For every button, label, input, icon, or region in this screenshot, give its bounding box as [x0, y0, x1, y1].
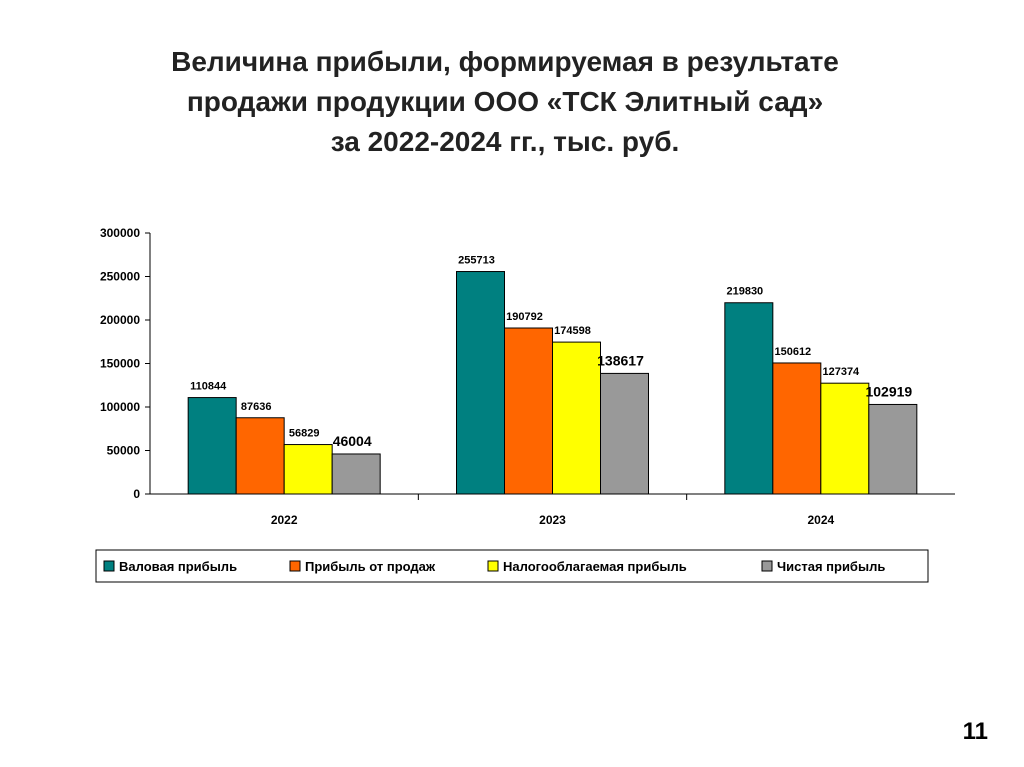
data-label: 102919: [865, 383, 912, 399]
bar: [820, 382, 870, 495]
chart-data-labels: 110844 87636 56829 46004 255713 190792 174598 1…: [190, 255, 912, 449]
bar: [283, 444, 333, 495]
data-label: 127374: [822, 366, 860, 378]
bar: [552, 341, 601, 495]
legend-label: Налогооблагаемая прибыль: [503, 559, 687, 574]
slide-title-line-2: продажи продукции ООО «ТСК Элитный сад»: [186, 86, 824, 117]
chart-bars: [187, 271, 918, 495]
y-tick-label: 100000: [100, 400, 140, 414]
legend-swatch: [103, 560, 115, 572]
bar: [772, 362, 822, 495]
legend-swatch: [761, 560, 773, 572]
bar: [600, 372, 649, 495]
data-label: 219830: [726, 286, 763, 298]
data-label: 255713: [458, 255, 495, 267]
slide-title: Величина прибыли, формируемая в результа…: [0, 42, 1010, 162]
x-tick-label: 2022: [271, 513, 298, 527]
data-label: 56829: [289, 428, 320, 440]
legend-label: Прибыль от продаж: [305, 559, 436, 574]
x-tick-label: 2024: [807, 513, 834, 527]
bar: [504, 327, 553, 495]
y-tick-label: 250000: [100, 270, 140, 284]
data-label: 110844: [190, 381, 227, 393]
y-tick-label: 300000: [100, 226, 140, 240]
data-label: 46004: [333, 433, 372, 449]
legend-swatch: [289, 560, 301, 572]
data-label: 87636: [241, 401, 272, 413]
legend-label: Чистая прибыль: [777, 559, 885, 574]
bar: [724, 302, 774, 495]
chart-legend: Валовая прибыль Прибыль от продаж Налогооб…: [95, 549, 929, 583]
data-label: 150612: [774, 346, 811, 358]
y-tick-label: 200000: [100, 313, 140, 327]
y-tick-label: 50000: [107, 444, 141, 458]
bar: [187, 397, 237, 495]
legend-label: Валовая прибыль: [119, 559, 237, 574]
data-label: 138617: [597, 352, 644, 368]
slide-title-line-3: за 2022-2024 гг., тыс. руб.: [330, 126, 680, 157]
legend-box: [95, 549, 929, 583]
x-tick-label: 2023: [539, 513, 566, 527]
data-label: 190792: [506, 311, 543, 323]
slide-title-line-1: Величина прибыли, формируемая в результа…: [171, 46, 839, 77]
data-label: 174598: [554, 325, 591, 337]
bar: [868, 403, 918, 495]
bar: [331, 453, 381, 495]
bar: [456, 271, 505, 495]
legend-swatch: [487, 560, 499, 572]
y-tick-label: 150000: [100, 357, 140, 371]
bar: [235, 417, 285, 495]
y-tick-label: 0: [133, 487, 140, 501]
page-number: 11: [962, 718, 988, 745]
